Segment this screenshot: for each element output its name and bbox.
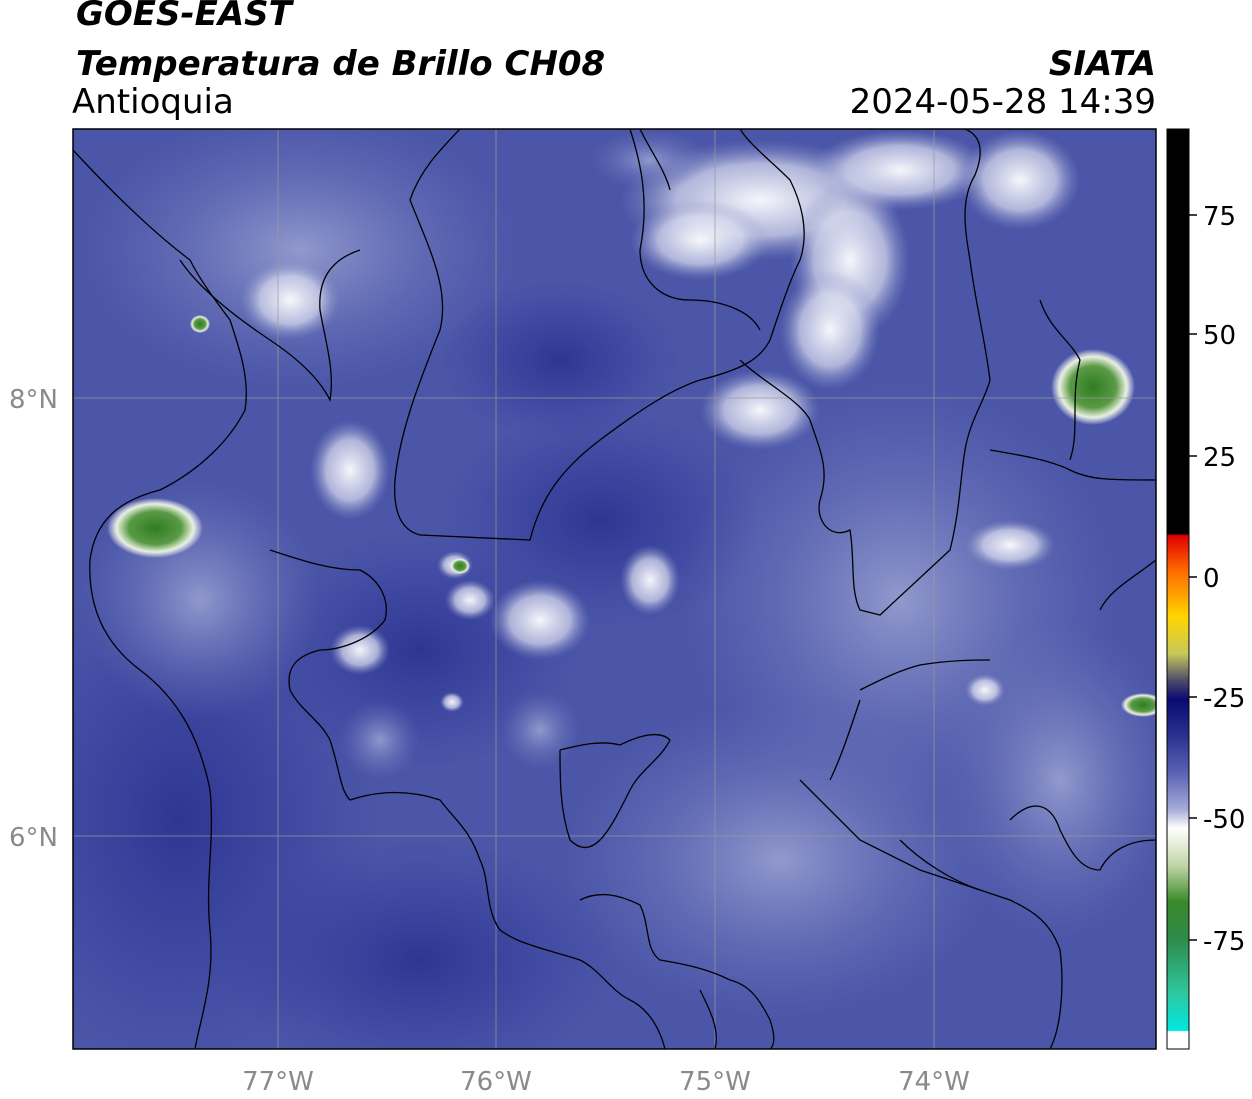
x-axis-ticks: 77°W 76°W 75°W 74°W — [242, 1067, 970, 1097]
region-label: Antioquia — [72, 82, 234, 122]
colorbar-label-minus75: -75 — [1203, 927, 1245, 957]
map-frame — [72, 128, 1157, 1050]
y-tick-8n: 8°N — [9, 385, 58, 415]
gridlines — [73, 129, 1156, 1049]
convective-cell-west — [107, 498, 203, 558]
title-product: Temperatura de Brillo CH08 — [76, 44, 606, 84]
x-tick-76w: 76°W — [460, 1067, 532, 1097]
colorbar-label-50: 50 — [1203, 321, 1236, 351]
brightness-temperature-field — [73, 129, 1156, 1049]
colorbar: 75 50 25 0 -25 -50 -75 — [1166, 128, 1245, 1050]
colorbar-label-minus50: -50 — [1203, 805, 1245, 835]
colorbar-label-75: 75 — [1203, 202, 1236, 232]
colorbar-label-0: 0 — [1203, 564, 1220, 594]
y-tick-6n: 6°N — [9, 823, 58, 853]
convective-cell-southeast — [1121, 693, 1156, 717]
colorbar-label-25: 25 — [1203, 443, 1236, 473]
x-tick-77w: 77°W — [242, 1067, 314, 1097]
y-axis-ticks: 8°N 6°N — [9, 385, 58, 853]
title-satellite: GOES-EAST — [76, 0, 292, 34]
administrative-boundaries — [73, 129, 1156, 1049]
x-tick-74w: 74°W — [898, 1067, 970, 1097]
colorbar-label-minus25: -25 — [1203, 684, 1245, 714]
x-tick-75w: 75°W — [679, 1067, 751, 1097]
organization-label: SIATA — [1048, 44, 1156, 84]
convective-cell-east — [1051, 349, 1135, 425]
timestamp-label: 2024-05-28 14:39 — [849, 82, 1156, 122]
